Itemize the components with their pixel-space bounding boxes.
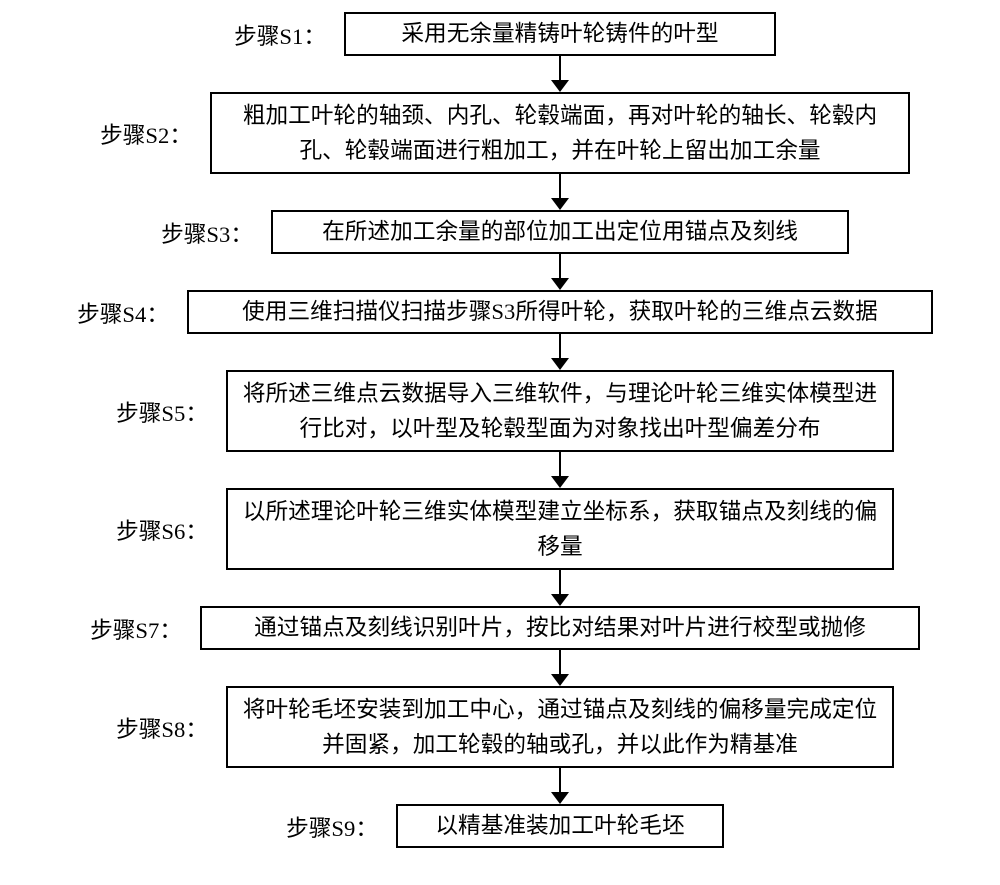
flow-step-s6: 步骤S6：以所述理论叶轮三维实体模型建立坐标系，获取锚点及刻线的偏移量 <box>0 488 1000 570</box>
step-label-s3: 步骤S3： <box>0 210 261 254</box>
step-box-s4: 使用三维扫描仪扫描步骤S3所得叶轮，获取叶轮的三维点云数据 <box>187 290 933 334</box>
step-box-s9: 以精基准装加工叶轮毛坯 <box>396 804 724 848</box>
arrow-s4-s5 <box>0 334 1000 370</box>
arrow-s7-s8 <box>0 650 1000 686</box>
flow-step-s1: 步骤S1：采用无余量精铸叶轮铸件的叶型 <box>0 12 1000 56</box>
step-box-s3: 在所述加工余量的部位加工出定位用锚点及刻线 <box>271 210 849 254</box>
flow-step-s9: 步骤S9：以精基准装加工叶轮毛坯 <box>0 804 1000 848</box>
step-box-s8: 将叶轮毛坯安装到加工中心，通过锚点及刻线的偏移量完成定位并固紧，加工轮毂的轴或孔… <box>226 686 894 768</box>
flowchart-container: 步骤S1：采用无余量精铸叶轮铸件的叶型步骤S2：粗加工叶轮的轴颈、内孔、轮毂端面… <box>0 0 1000 885</box>
step-label-s5: 步骤S5： <box>0 370 216 452</box>
step-box-s2: 粗加工叶轮的轴颈、内孔、轮毂端面，再对叶轮的轴长、轮毂内孔、轮毂端面进行粗加工，… <box>210 92 910 174</box>
step-box-s7: 通过锚点及刻线识别叶片，按比对结果对叶片进行校型或抛修 <box>200 606 920 650</box>
arrow-s8-s9 <box>0 768 1000 804</box>
step-label-s1: 步骤S1： <box>0 12 334 56</box>
flow-step-s4: 步骤S4：使用三维扫描仪扫描步骤S3所得叶轮，获取叶轮的三维点云数据 <box>0 290 1000 334</box>
arrow-s6-s7 <box>0 570 1000 606</box>
flow-step-s7: 步骤S7：通过锚点及刻线识别叶片，按比对结果对叶片进行校型或抛修 <box>0 606 1000 650</box>
arrow-s5-s6 <box>0 452 1000 488</box>
step-box-s5: 将所述三维点云数据导入三维软件，与理论叶轮三维实体模型进行比对，以叶型及轮毂型面… <box>226 370 894 452</box>
flow-step-s2: 步骤S2：粗加工叶轮的轴颈、内孔、轮毂端面，再对叶轮的轴长、轮毂内孔、轮毂端面进… <box>0 92 1000 174</box>
arrow-s2-s3 <box>0 174 1000 210</box>
flow-step-s3: 步骤S3：在所述加工余量的部位加工出定位用锚点及刻线 <box>0 210 1000 254</box>
flow-step-s8: 步骤S8：将叶轮毛坯安装到加工中心，通过锚点及刻线的偏移量完成定位并固紧，加工轮… <box>0 686 1000 768</box>
step-label-s7: 步骤S7： <box>0 606 190 650</box>
step-label-s2: 步骤S2： <box>0 92 200 174</box>
step-label-s8: 步骤S8： <box>0 686 216 768</box>
step-label-s9: 步骤S9： <box>0 804 386 848</box>
step-label-s4: 步骤S4： <box>0 290 177 334</box>
step-box-s6: 以所述理论叶轮三维实体模型建立坐标系，获取锚点及刻线的偏移量 <box>226 488 894 570</box>
step-label-s6: 步骤S6： <box>0 488 216 570</box>
flow-step-s5: 步骤S5：将所述三维点云数据导入三维软件，与理论叶轮三维实体模型进行比对，以叶型… <box>0 370 1000 452</box>
arrow-s1-s2 <box>0 56 1000 92</box>
step-box-s1: 采用无余量精铸叶轮铸件的叶型 <box>344 12 776 56</box>
arrow-s3-s4 <box>0 254 1000 290</box>
